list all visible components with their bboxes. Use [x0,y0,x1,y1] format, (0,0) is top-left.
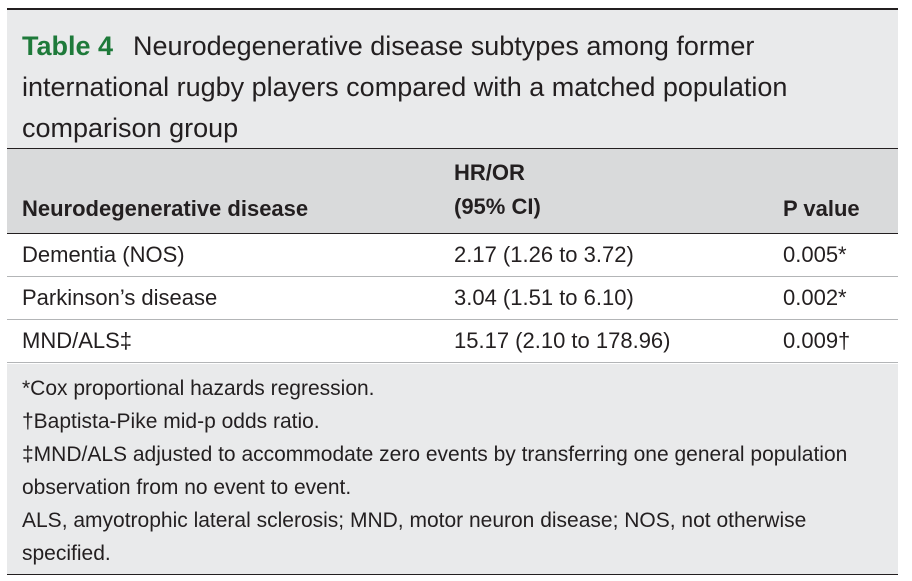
header-disease: Neurodegenerative disease [22,196,309,221]
cell-p: 0.009† [783,328,851,353]
cell-p: 0.002* [783,285,847,310]
cell-hr: 15.17 (2.10 to 178.96) [454,328,671,353]
header-hr-line1: HR/OR [454,160,525,185]
caption-text: Table 4 Neurodegenerative disease subtype… [22,26,882,149]
cell-disease: Parkinson’s disease [22,285,218,310]
table-row: Dementia (NOS) 2.17 (1.26 to 3.72) 0.005… [7,234,898,277]
cell-hr: 3.04 (1.51 to 6.10) [454,285,634,310]
cell-disease: Dementia (NOS) [22,242,185,267]
table-row: Parkinson’s disease 3.04 (1.51 to 6.10) … [7,277,898,320]
table-row: MND/ALS‡ 15.17 (2.10 to 178.96) 0.009† [7,320,898,363]
header-p-value: P value [783,196,860,221]
footnote: ALS, amyotrophic lateral sclerosis; MND,… [22,509,807,565]
cell-disease: MND/ALS‡ [22,328,133,353]
table-footnotes: *Cox proportional hazards regression. †B… [7,364,898,575]
table-caption: Table 4 Neurodegenerative disease subtype… [7,8,898,150]
table-header: Neurodegenerative disease HR/OR (95% CI)… [7,148,898,234]
cell-hr: 2.17 (1.26 to 3.72) [454,242,634,267]
cell-p: 0.005* [783,242,847,267]
footnote: ‡MND/ALS adjusted to accommodate zero ev… [22,443,848,499]
header-hr-or: HR/OR (95% CI) [454,156,541,224]
header-hr-line2: (95% CI) [454,194,541,219]
table-container: Table 4 Neurodegenerative disease subtype… [7,8,898,575]
table-title: Neurodegenerative disease subtypes among… [22,31,788,143]
footnote: †Baptista-Pike mid-p odds ratio. [22,410,320,433]
table-number: Table 4 [22,31,114,61]
footnote: *Cox proportional hazards regression. [22,377,375,400]
